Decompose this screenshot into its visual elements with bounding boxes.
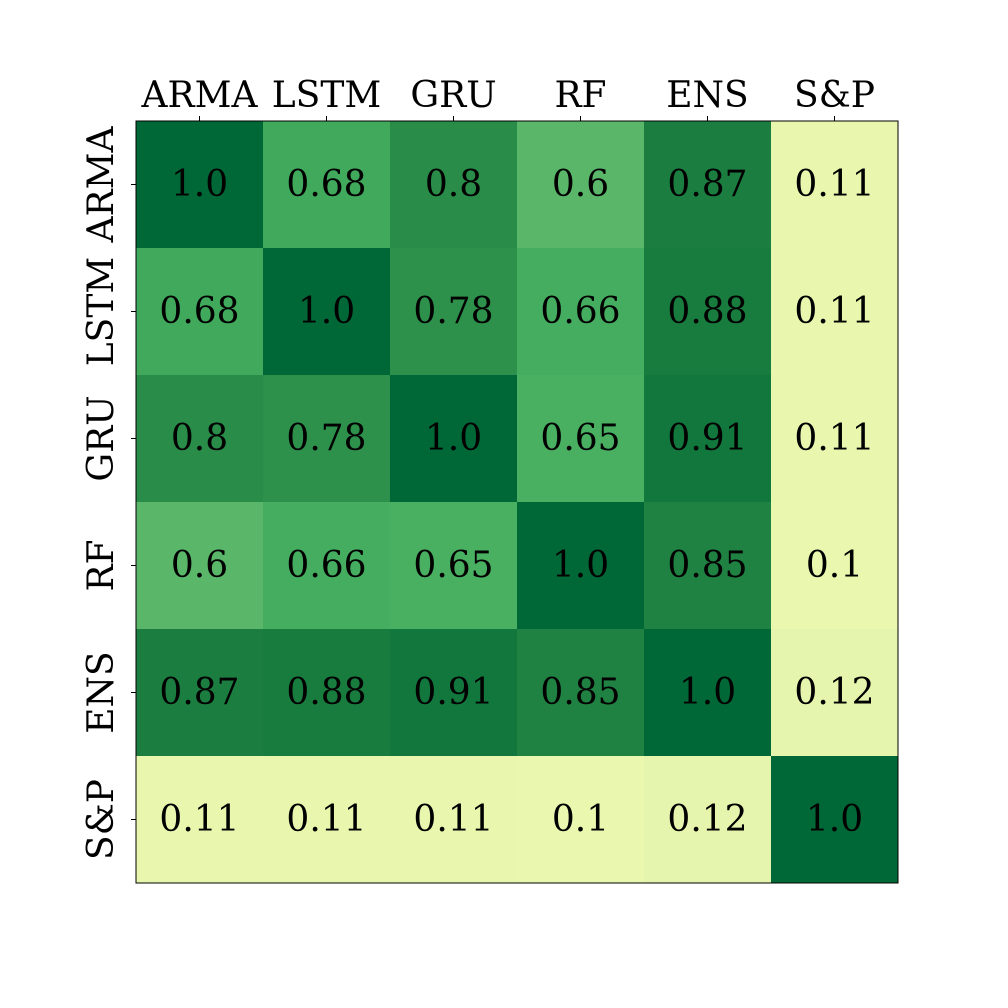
cell-value-label: 0.11: [794, 418, 874, 459]
heatmap-cell-0-2: [390, 121, 518, 249]
cell-value-label: 0.88: [286, 672, 366, 713]
heatmap-cell-2-3: [517, 375, 645, 503]
cell-value-label: 0.6: [171, 545, 228, 586]
cell-value-label: 1.0: [171, 164, 228, 205]
y-tick-label: RF: [81, 539, 122, 591]
heatmap-cell-1-5: [771, 248, 899, 376]
heatmap-cell-1-0: [136, 248, 264, 376]
heatmap-cell-5-5: [771, 756, 899, 884]
heatmap-cell-4-0: [136, 629, 264, 757]
cell-value-label: 0.85: [540, 672, 620, 713]
heatmap-cell-3-4: [644, 502, 772, 630]
cell-value-label: 1.0: [552, 545, 609, 586]
y-axis-ticks: ARMA LSTM GRU RF ENS S&P: [81, 126, 136, 860]
y-tick-label: S&P: [81, 779, 122, 860]
cell-value-label: 0.6: [552, 164, 609, 205]
heatmap-cell-labels: 1.0 0.68 0.8 0.6 0.87 0.11 0.68 1.0 0.78 0.66 0.88…: [159, 164, 874, 840]
x-tick-label: ARMA: [141, 75, 259, 116]
cell-value-label: 0.11: [794, 164, 874, 205]
heatmap-cell-5-4: [644, 756, 772, 884]
heatmap-cell-2-1: [263, 375, 391, 503]
x-tick-label: RF: [554, 75, 606, 116]
heatmap-cell-2-0: [136, 375, 264, 503]
heatmap-cell-3-0: [136, 502, 264, 630]
cell-value-label: 0.65: [413, 545, 493, 586]
cell-value-label: 0.66: [286, 545, 366, 586]
heatmap-cells: [136, 121, 899, 884]
cell-value-label: 0.8: [171, 418, 228, 459]
heatmap-cell-0-1: [263, 121, 391, 249]
cell-value-label: 0.11: [794, 291, 874, 332]
heatmap-cell-4-4: [644, 629, 772, 757]
cell-value-label: 0.87: [667, 164, 747, 205]
heatmap-cell-2-4: [644, 375, 772, 503]
cell-value-label: 0.88: [667, 291, 747, 332]
heatmap-cell-0-4: [644, 121, 772, 249]
cell-value-label: 1.0: [425, 418, 482, 459]
heatmap-cell-2-2: [390, 375, 518, 503]
heatmap-cell-5-2: [390, 756, 518, 884]
cell-value-label: 0.11: [413, 799, 493, 840]
x-tick-label: GRU: [410, 75, 496, 116]
heatmap-cell-0-3: [517, 121, 645, 249]
heatmap-cell-3-5: [771, 502, 899, 630]
plot-frame: [135, 120, 899, 884]
heatmap-cell-5-3: [517, 756, 645, 884]
cell-value-label: 0.68: [159, 291, 239, 332]
x-tick-label: ENS: [666, 75, 748, 116]
heatmap-cell-0-0: [136, 121, 264, 249]
heatmap-cell-1-2: [390, 248, 518, 376]
x-tick-label: S&P: [794, 75, 875, 116]
cell-value-label: 0.91: [667, 418, 747, 459]
x-axis-ticks: ARMA LSTM GRU RF ENS S&P: [141, 75, 875, 121]
y-tick-label: GRU: [81, 395, 122, 481]
cell-value-label: 0.11: [159, 799, 239, 840]
cell-value-label: 1.0: [679, 672, 736, 713]
cell-value-label: 0.85: [667, 545, 747, 586]
cell-value-label: 1.0: [298, 291, 355, 332]
cell-value-label: 0.68: [286, 164, 366, 205]
cell-value-label: 1.0: [806, 799, 863, 840]
cell-value-label: 0.11: [286, 799, 366, 840]
heatmap-cell-2-5: [771, 375, 899, 503]
heatmap-cell-4-2: [390, 629, 518, 757]
heatmap-cell-3-2: [390, 502, 518, 630]
cell-value-label: 0.1: [806, 545, 863, 586]
heatmap-cell-1-3: [517, 248, 645, 376]
heatmap-cell-4-1: [263, 629, 391, 757]
heatmap-cell-0-5: [771, 121, 899, 249]
cell-value-label: 0.12: [794, 672, 874, 713]
heatmap-cell-1-1: [263, 248, 391, 376]
heatmap-cell-5-1: [263, 756, 391, 884]
cell-value-label: 0.8: [425, 164, 482, 205]
y-tick-label: LSTM: [81, 257, 122, 366]
heatmap-cell-3-3: [517, 502, 645, 630]
cell-value-label: 0.1: [552, 799, 609, 840]
heatmap-cell-1-4: [644, 248, 772, 376]
y-tick-label: ARMA: [81, 126, 122, 244]
cell-value-label: 0.91: [413, 672, 493, 713]
y-tick-label: ENS: [81, 651, 122, 733]
cell-value-label: 0.87: [159, 672, 239, 713]
cell-value-label: 0.12: [667, 799, 747, 840]
heatmap-cell-4-3: [517, 629, 645, 757]
cell-value-label: 0.78: [286, 418, 366, 459]
x-tick-label: LSTM: [272, 75, 381, 116]
cell-value-label: 0.78: [413, 291, 493, 332]
heatmap-cell-4-5: [771, 629, 899, 757]
cell-value-label: 0.65: [540, 418, 620, 459]
heatmap-cell-5-0: [136, 756, 264, 884]
cell-value-label: 0.66: [540, 291, 620, 332]
heatmap-cell-3-1: [263, 502, 391, 630]
